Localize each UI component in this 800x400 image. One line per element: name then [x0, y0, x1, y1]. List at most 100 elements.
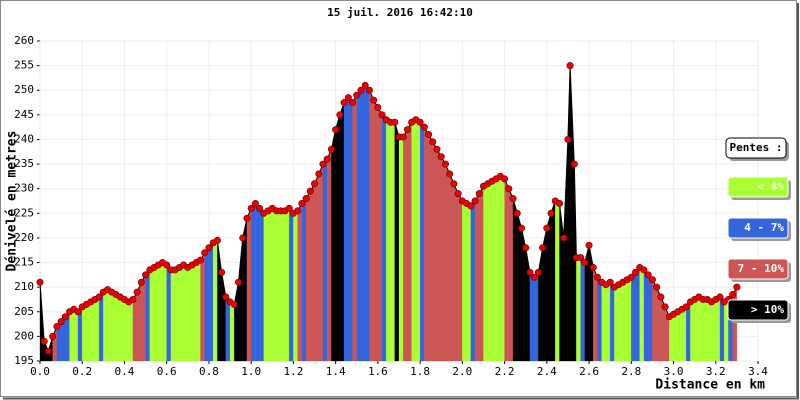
y-tick-label: 220 — [14, 231, 34, 244]
slope-band — [715, 296, 721, 362]
slope-band — [605, 281, 611, 362]
slope-band — [94, 296, 100, 362]
point — [530, 273, 538, 281]
slope-band — [576, 257, 581, 362]
point — [294, 207, 302, 215]
point — [564, 135, 572, 143]
slope-band — [360, 84, 366, 362]
point — [501, 175, 509, 183]
slope-band — [103, 289, 108, 362]
slope-band — [213, 240, 218, 362]
point — [632, 268, 640, 276]
slope-band — [419, 121, 425, 362]
point — [570, 160, 578, 168]
x-tick-label: 2.8 — [621, 365, 641, 378]
point — [133, 288, 141, 296]
slope-band — [204, 247, 210, 362]
point — [213, 236, 221, 244]
y-axis-label: Dénivelé en metres — [5, 131, 20, 272]
slope-band — [411, 119, 417, 362]
x-tick-label: 2.0 — [452, 365, 472, 378]
point — [36, 278, 44, 286]
slope-band — [593, 267, 598, 362]
slope-band — [677, 309, 683, 362]
point — [716, 293, 724, 301]
slope-band — [343, 97, 349, 362]
slope-band — [301, 198, 307, 362]
point — [243, 214, 251, 222]
slope-band — [365, 84, 370, 362]
legend-swatch — [727, 217, 789, 239]
slope-band — [166, 264, 172, 362]
point — [682, 303, 690, 311]
slope-band — [356, 89, 362, 362]
slope-band — [707, 299, 712, 362]
slope-band — [200, 252, 205, 362]
slope-band — [115, 294, 121, 362]
slope-band — [107, 289, 112, 362]
slope-band — [179, 264, 184, 362]
slope-band — [183, 264, 188, 362]
slope-band — [643, 269, 649, 362]
point — [361, 81, 369, 89]
slope-band — [479, 185, 484, 362]
point — [44, 347, 52, 355]
point — [627, 273, 635, 281]
point — [349, 99, 357, 107]
slope-band — [255, 203, 260, 362]
slope-band — [82, 304, 87, 362]
slope-band — [145, 269, 150, 362]
slope-band — [504, 178, 509, 362]
x-tick-label: 1.6 — [368, 365, 388, 378]
x-axis-label: Distance en km — [655, 378, 765, 393]
legend-swatch — [727, 258, 789, 280]
slope-band — [381, 114, 387, 362]
x-tick-label: 2.6 — [579, 365, 599, 378]
point — [555, 199, 563, 207]
point — [543, 224, 551, 232]
point — [505, 185, 513, 193]
slope-band — [170, 269, 176, 362]
point — [433, 145, 441, 153]
slope-band — [263, 210, 269, 362]
x-tick-label: 0.2 — [72, 365, 92, 378]
slope-band — [445, 164, 450, 362]
point — [315, 170, 323, 178]
slope-band — [546, 213, 552, 362]
y-tick-label: 215 — [14, 256, 34, 269]
slope-band — [403, 129, 408, 362]
y-tick-label: 230 — [14, 182, 34, 195]
slope-band — [648, 274, 653, 362]
x-tick-label: 1.4 — [326, 365, 346, 378]
point — [201, 249, 209, 257]
x-tick-label: 2.4 — [537, 365, 557, 378]
y-tick-label: 255 — [14, 59, 34, 72]
slope-band — [377, 106, 383, 362]
point — [95, 293, 103, 301]
point — [340, 99, 348, 107]
point — [657, 293, 665, 301]
slope-band — [141, 274, 146, 362]
point — [327, 145, 335, 153]
point — [566, 62, 574, 70]
slope-band — [681, 306, 687, 362]
point — [534, 268, 542, 276]
slope-band — [69, 309, 74, 362]
legend-label: < 4% — [758, 180, 785, 193]
y-tick-label: 240 — [14, 132, 34, 145]
slope-band — [534, 271, 539, 362]
point — [336, 111, 344, 119]
slope-band — [352, 94, 357, 362]
slope-band — [508, 188, 514, 362]
point — [163, 261, 171, 269]
point — [425, 131, 433, 139]
slope-band — [601, 281, 607, 362]
point — [437, 153, 445, 161]
point — [429, 138, 437, 146]
point — [353, 91, 361, 99]
x-tick-label: 3.4 — [748, 365, 768, 378]
slope-band — [386, 119, 391, 362]
slope-band — [618, 281, 623, 362]
slope-band — [73, 309, 79, 362]
point — [57, 318, 65, 326]
